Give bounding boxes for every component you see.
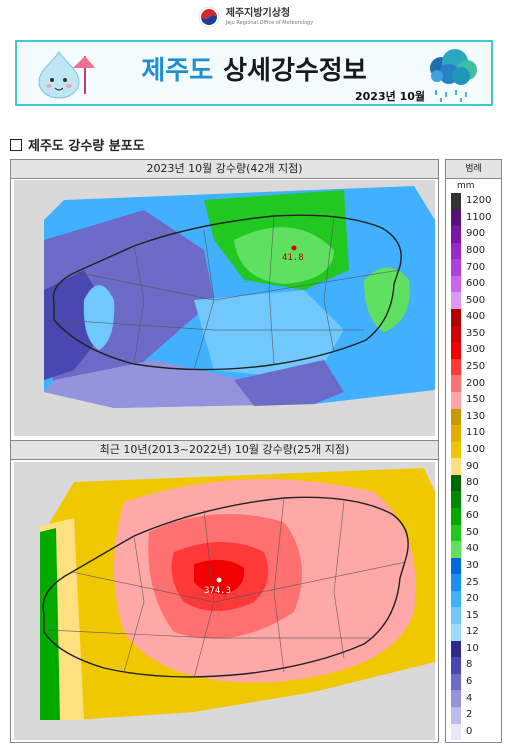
jeju-island-outline-normal xyxy=(42,496,409,678)
legend-swatch xyxy=(451,640,461,658)
legend-tick-label: 800 xyxy=(466,245,486,256)
legend-swatch xyxy=(451,193,461,210)
legend-tick-label: 6 xyxy=(466,675,473,687)
legend-tick-label: 40 xyxy=(466,543,479,555)
legend-swatch xyxy=(451,624,461,641)
legend-swatch xyxy=(451,706,461,724)
legend-tick-label: 1200 xyxy=(466,195,492,207)
legend-tick-label: 4 xyxy=(466,692,473,704)
legend-tick-label: 110 xyxy=(466,427,486,439)
rainfall-map-normal: 374.3 xyxy=(14,462,435,740)
legend-swatch xyxy=(451,441,461,459)
legend-swatch xyxy=(451,590,461,608)
legend-tick-label: 12 xyxy=(466,626,479,638)
legend-tick-label: 130 xyxy=(466,410,486,422)
legend-tick-label: 150 xyxy=(466,394,486,406)
legend-swatch xyxy=(451,574,461,591)
title-main: 상세강수정보 xyxy=(223,56,367,86)
legend-tick-label: 80 xyxy=(466,477,479,489)
agency-header: 제주지방기상청 Jeju Regional Office of Meteorol… xyxy=(0,4,511,30)
government-emblem-icon xyxy=(198,6,219,28)
legend-tick-label: 0 xyxy=(466,725,473,737)
max-value-label-normal: 374.3 xyxy=(204,586,231,596)
rainfall-map-2023: 41.8 xyxy=(14,180,435,436)
legend-swatch xyxy=(451,259,461,276)
legend-swatch xyxy=(451,557,461,575)
legend-swatch xyxy=(451,209,461,227)
legend-swatch xyxy=(451,474,461,492)
legend-swatch xyxy=(451,391,461,409)
legend-tick-label: 8 xyxy=(466,659,473,671)
legend-swatch xyxy=(451,342,461,359)
legend-tick-labels: 1200 1100 900 800 700 600 500 400 350 300 250 200 15… xyxy=(466,193,502,740)
rain-cloud-icon xyxy=(430,49,477,102)
raindrop-mascot-icon xyxy=(38,51,95,99)
legend-tick-label: 20 xyxy=(466,593,479,605)
legend-tick-label: 400 xyxy=(466,311,486,323)
title-region: 제주도 xyxy=(141,56,214,86)
legend-tick-label: 350 xyxy=(466,327,486,339)
legend-tick-label: 70 xyxy=(466,493,479,505)
legend-swatch xyxy=(451,458,461,475)
legend-swatch xyxy=(451,375,461,392)
legend-tick-label: 600 xyxy=(466,278,486,290)
legend-swatch xyxy=(451,226,461,243)
title-banner: 제주도 상세강수정보 2023년 10월 xyxy=(15,40,493,106)
agency-name: 제주지방기상청 xyxy=(225,7,291,19)
legend-tick-label: 50 xyxy=(466,526,479,538)
legend-swatch xyxy=(451,541,461,558)
legend-unit: mm xyxy=(457,181,475,191)
max-station-marker xyxy=(291,245,297,251)
legend-swatch xyxy=(451,358,461,376)
legend-swatch xyxy=(451,690,461,707)
legend-swatch xyxy=(451,723,461,741)
bullet-box-icon xyxy=(10,139,22,151)
report-date: 2023년 10월 xyxy=(355,90,425,103)
legend-tick-label: 10 xyxy=(466,642,479,654)
legend-swatch xyxy=(451,657,461,674)
legend-tick-label: 15 xyxy=(466,609,479,621)
legend-title: 범례 xyxy=(446,160,501,179)
legend-tick-label: 500 xyxy=(466,294,486,306)
legend-tick-label: 100 xyxy=(466,443,486,455)
page-title: 제주도 상세강수정보 xyxy=(17,50,491,87)
legend-tick-label: 200 xyxy=(466,377,486,389)
legend-tick-label: 60 xyxy=(466,510,479,522)
legend-swatch xyxy=(451,491,461,508)
map-caption-2023: 2023년 10월 강수량(42개 지점) xyxy=(11,160,438,179)
legend-swatch xyxy=(451,425,461,442)
legend-tick-label: 2 xyxy=(466,709,473,721)
jeju-island-outline xyxy=(52,214,402,371)
legend-swatch xyxy=(451,524,461,542)
section-heading: 제주도 강수량 분포도 xyxy=(10,135,145,154)
legend-swatch xyxy=(451,242,461,260)
rain-field-2023 xyxy=(44,186,435,408)
legend-tick-label: 1100 xyxy=(466,211,492,223)
legend-swatch xyxy=(451,275,461,293)
max-value-label: 41.8 xyxy=(282,253,304,263)
max-station-marker-normal xyxy=(216,577,222,583)
legend-tick-label: 300 xyxy=(466,344,486,356)
legend-swatch xyxy=(451,325,461,343)
legend-tick-label: 900 xyxy=(466,228,486,240)
legend-tick-label: 700 xyxy=(466,261,486,273)
legend-swatch xyxy=(451,309,461,326)
legend-swatch xyxy=(451,292,461,310)
legend-swatch xyxy=(451,408,461,426)
legend-swatch xyxy=(451,507,461,525)
map-panel: 2023년 10월 강수량(42개 지점) xyxy=(10,159,439,743)
section-heading-text: 제주도 강수량 분포도 xyxy=(28,139,145,154)
agency-name-en: Jeju Regional Office of Meteorology xyxy=(225,19,314,26)
legend-swatch xyxy=(451,607,461,625)
precipitation-legend: 범례 mm 1200 1100 900 800 700 600 500 400 350 300 25… xyxy=(445,159,502,743)
legend-color-bar xyxy=(451,193,461,741)
legend-swatch xyxy=(451,673,461,691)
legend-tick-label: 30 xyxy=(466,559,479,571)
legend-tick-label: 90 xyxy=(466,460,479,472)
legend-tick-label: 25 xyxy=(466,576,479,588)
legend-tick-label: 250 xyxy=(466,361,486,373)
map-caption-normal: 최근 10년(2013~2022년) 10월 강수량(25개 지점) xyxy=(11,440,438,460)
